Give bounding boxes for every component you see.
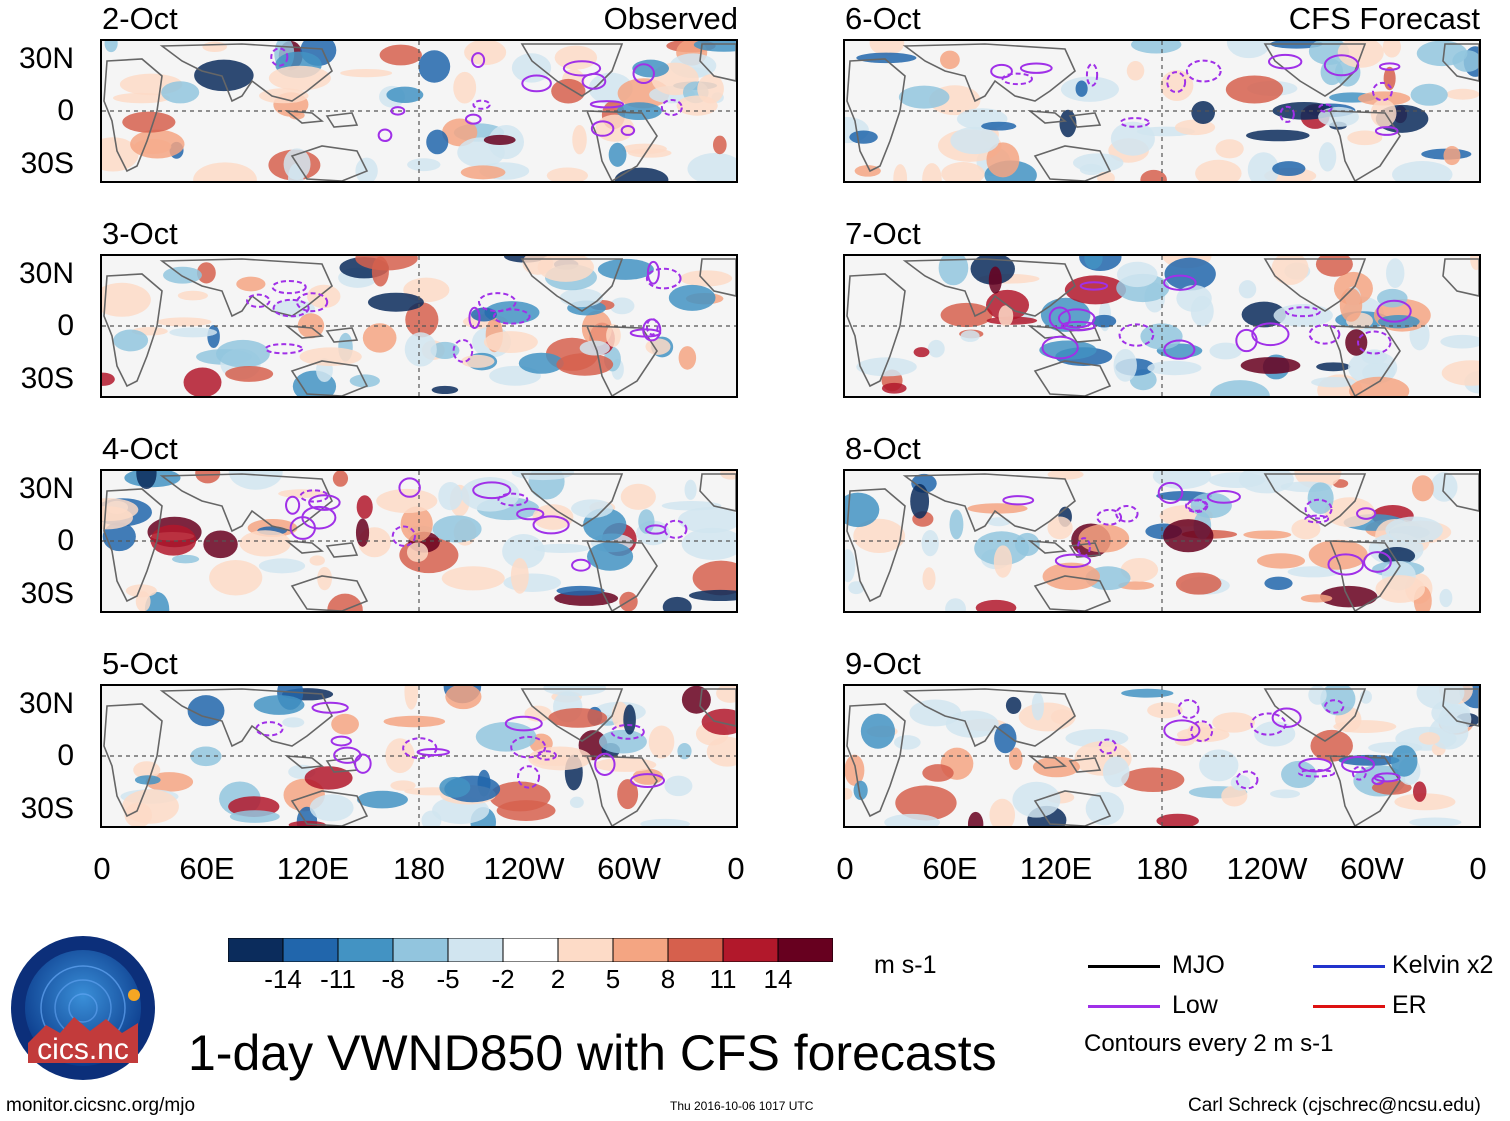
lon-label-0: 0 (93, 851, 111, 886)
colorbar-tick-label: 8 (660, 964, 676, 994)
map-field (845, 256, 1479, 396)
map-field (845, 471, 1479, 611)
lat-label-30s: 30S (20, 147, 74, 180)
legend-line-low (1088, 1005, 1160, 1008)
logo-text: cics.nc (37, 1033, 129, 1066)
map-panel-6-oct (843, 39, 1481, 183)
cics-logo-graphic: cics.nc (11, 936, 155, 1080)
lat-label-30n: 30N (18, 472, 74, 505)
lon-label-0: 0 (836, 851, 854, 886)
lat-label-30s: 30S (20, 792, 74, 825)
colorbar-tick-label: 5 (605, 964, 621, 994)
panel-title-5-oct: 5-Oct (102, 646, 178, 681)
colorbar-tick-label: -14 (264, 964, 302, 994)
footer-author: Carl Schreck (cjschrec@ncsu.edu) (1188, 1095, 1481, 1116)
map-field (102, 471, 736, 611)
map-field (845, 686, 1479, 826)
colorbar-tick-label: 14 (763, 964, 793, 994)
map-field (102, 41, 736, 181)
map-panel-7-oct (843, 254, 1481, 398)
panel-title-6-oct: 6-Oct (845, 1, 921, 36)
colorbar-swatch (722, 937, 779, 963)
lon-label-60e: 60E (179, 851, 235, 886)
colorbar-swatch (612, 937, 669, 963)
map-panel-9-oct (843, 684, 1481, 828)
map-field (845, 41, 1479, 181)
legend-note: Contours every 2 m s-1 (1084, 1030, 1334, 1057)
figure-title: 1-day VWND850 with CFS forecasts (188, 1025, 997, 1081)
legend-label-low: Low (1172, 991, 1218, 1019)
cics-logo: cics.nc (8, 933, 158, 1083)
lon-label-60e: 60E (922, 851, 978, 886)
colorbar-swatch (337, 937, 394, 963)
colorbar-tick-label: 2 (550, 964, 566, 994)
legend-line-mjo (1088, 965, 1160, 968)
lat-label-0: 0 (57, 524, 74, 557)
lon-label-0-end: 0 (727, 851, 745, 886)
map-panel-2-oct (100, 39, 738, 183)
legend-line-er (1313, 1005, 1385, 1008)
lon-label-120w: 120W (1226, 851, 1308, 886)
panel-title-2-oct: 2-Oct (102, 1, 178, 36)
legend-label-kelvin: Kelvin x2 (1392, 951, 1494, 979)
colorbar-swatch (392, 937, 449, 963)
map-field (102, 256, 736, 396)
panel-title-7-oct: 7-Oct (845, 216, 921, 251)
lon-label-60w: 60W (597, 851, 661, 886)
lon-label-120e: 120E (1019, 851, 1093, 886)
legend-line-kelvin (1313, 965, 1385, 968)
lat-label-30n: 30N (18, 687, 74, 720)
panel-title-9-oct: 9-Oct (845, 646, 921, 681)
colorbar-swatches (227, 937, 834, 963)
lon-label-180: 180 (1136, 851, 1188, 886)
lat-label-0: 0 (57, 309, 74, 342)
legend-label-mjo: MJO (1172, 951, 1225, 979)
panel-title-3-oct: 3-Oct (102, 216, 178, 251)
colorbar-swatch (777, 937, 834, 963)
footer-timestamp: Thu 2016-10-06 1017 UTC (670, 1099, 814, 1113)
lon-label-120e: 120E (276, 851, 350, 886)
map-panel-5-oct (100, 684, 738, 828)
colorbar-unit: m s-1 (874, 951, 937, 979)
lon-label-0-end: 0 (1469, 851, 1487, 886)
lat-label-30s: 30S (20, 362, 74, 395)
lon-label-120w: 120W (483, 851, 565, 886)
panel-title-4-oct: 4-Oct (102, 431, 178, 466)
lat-label-30s: 30S (20, 577, 74, 610)
lat-label-30n: 30N (18, 257, 74, 290)
colorbar-swatch (282, 937, 339, 963)
colorbar-swatch (447, 937, 504, 963)
colorbar-tick-label: -11 (320, 964, 356, 994)
lat-label-0: 0 (57, 739, 74, 772)
column-header-cfs-forecast: CFS Forecast (1288, 1, 1480, 36)
lat-label-30n: 30N (18, 42, 74, 75)
panel-title-8-oct: 8-Oct (845, 431, 921, 466)
colorbar-swatch (667, 937, 724, 963)
column-header-observed: Observed (603, 1, 738, 36)
lon-label-60w: 60W (1340, 851, 1404, 886)
colorbar-tick-label: -8 (381, 964, 405, 994)
map-panel-3-oct (100, 254, 738, 398)
map-panel-4-oct (100, 469, 738, 613)
colorbar-swatch (227, 937, 284, 963)
map-panel-8-oct (843, 469, 1481, 613)
footer-url: monitor.cicsnc.org/mjo (6, 1095, 196, 1116)
colorbar-swatch (502, 937, 559, 963)
colorbar-swatch (557, 937, 614, 963)
colorbar-tick-label: -5 (436, 964, 460, 994)
lat-label-0: 0 (57, 94, 74, 127)
colorbar (227, 937, 834, 963)
colorbar-tick-label: 11 (709, 964, 737, 994)
lon-label-180: 180 (393, 851, 445, 886)
colorbar-tick-label: -2 (491, 964, 515, 994)
legend-label-er: ER (1392, 991, 1427, 1019)
map-field (102, 686, 736, 826)
